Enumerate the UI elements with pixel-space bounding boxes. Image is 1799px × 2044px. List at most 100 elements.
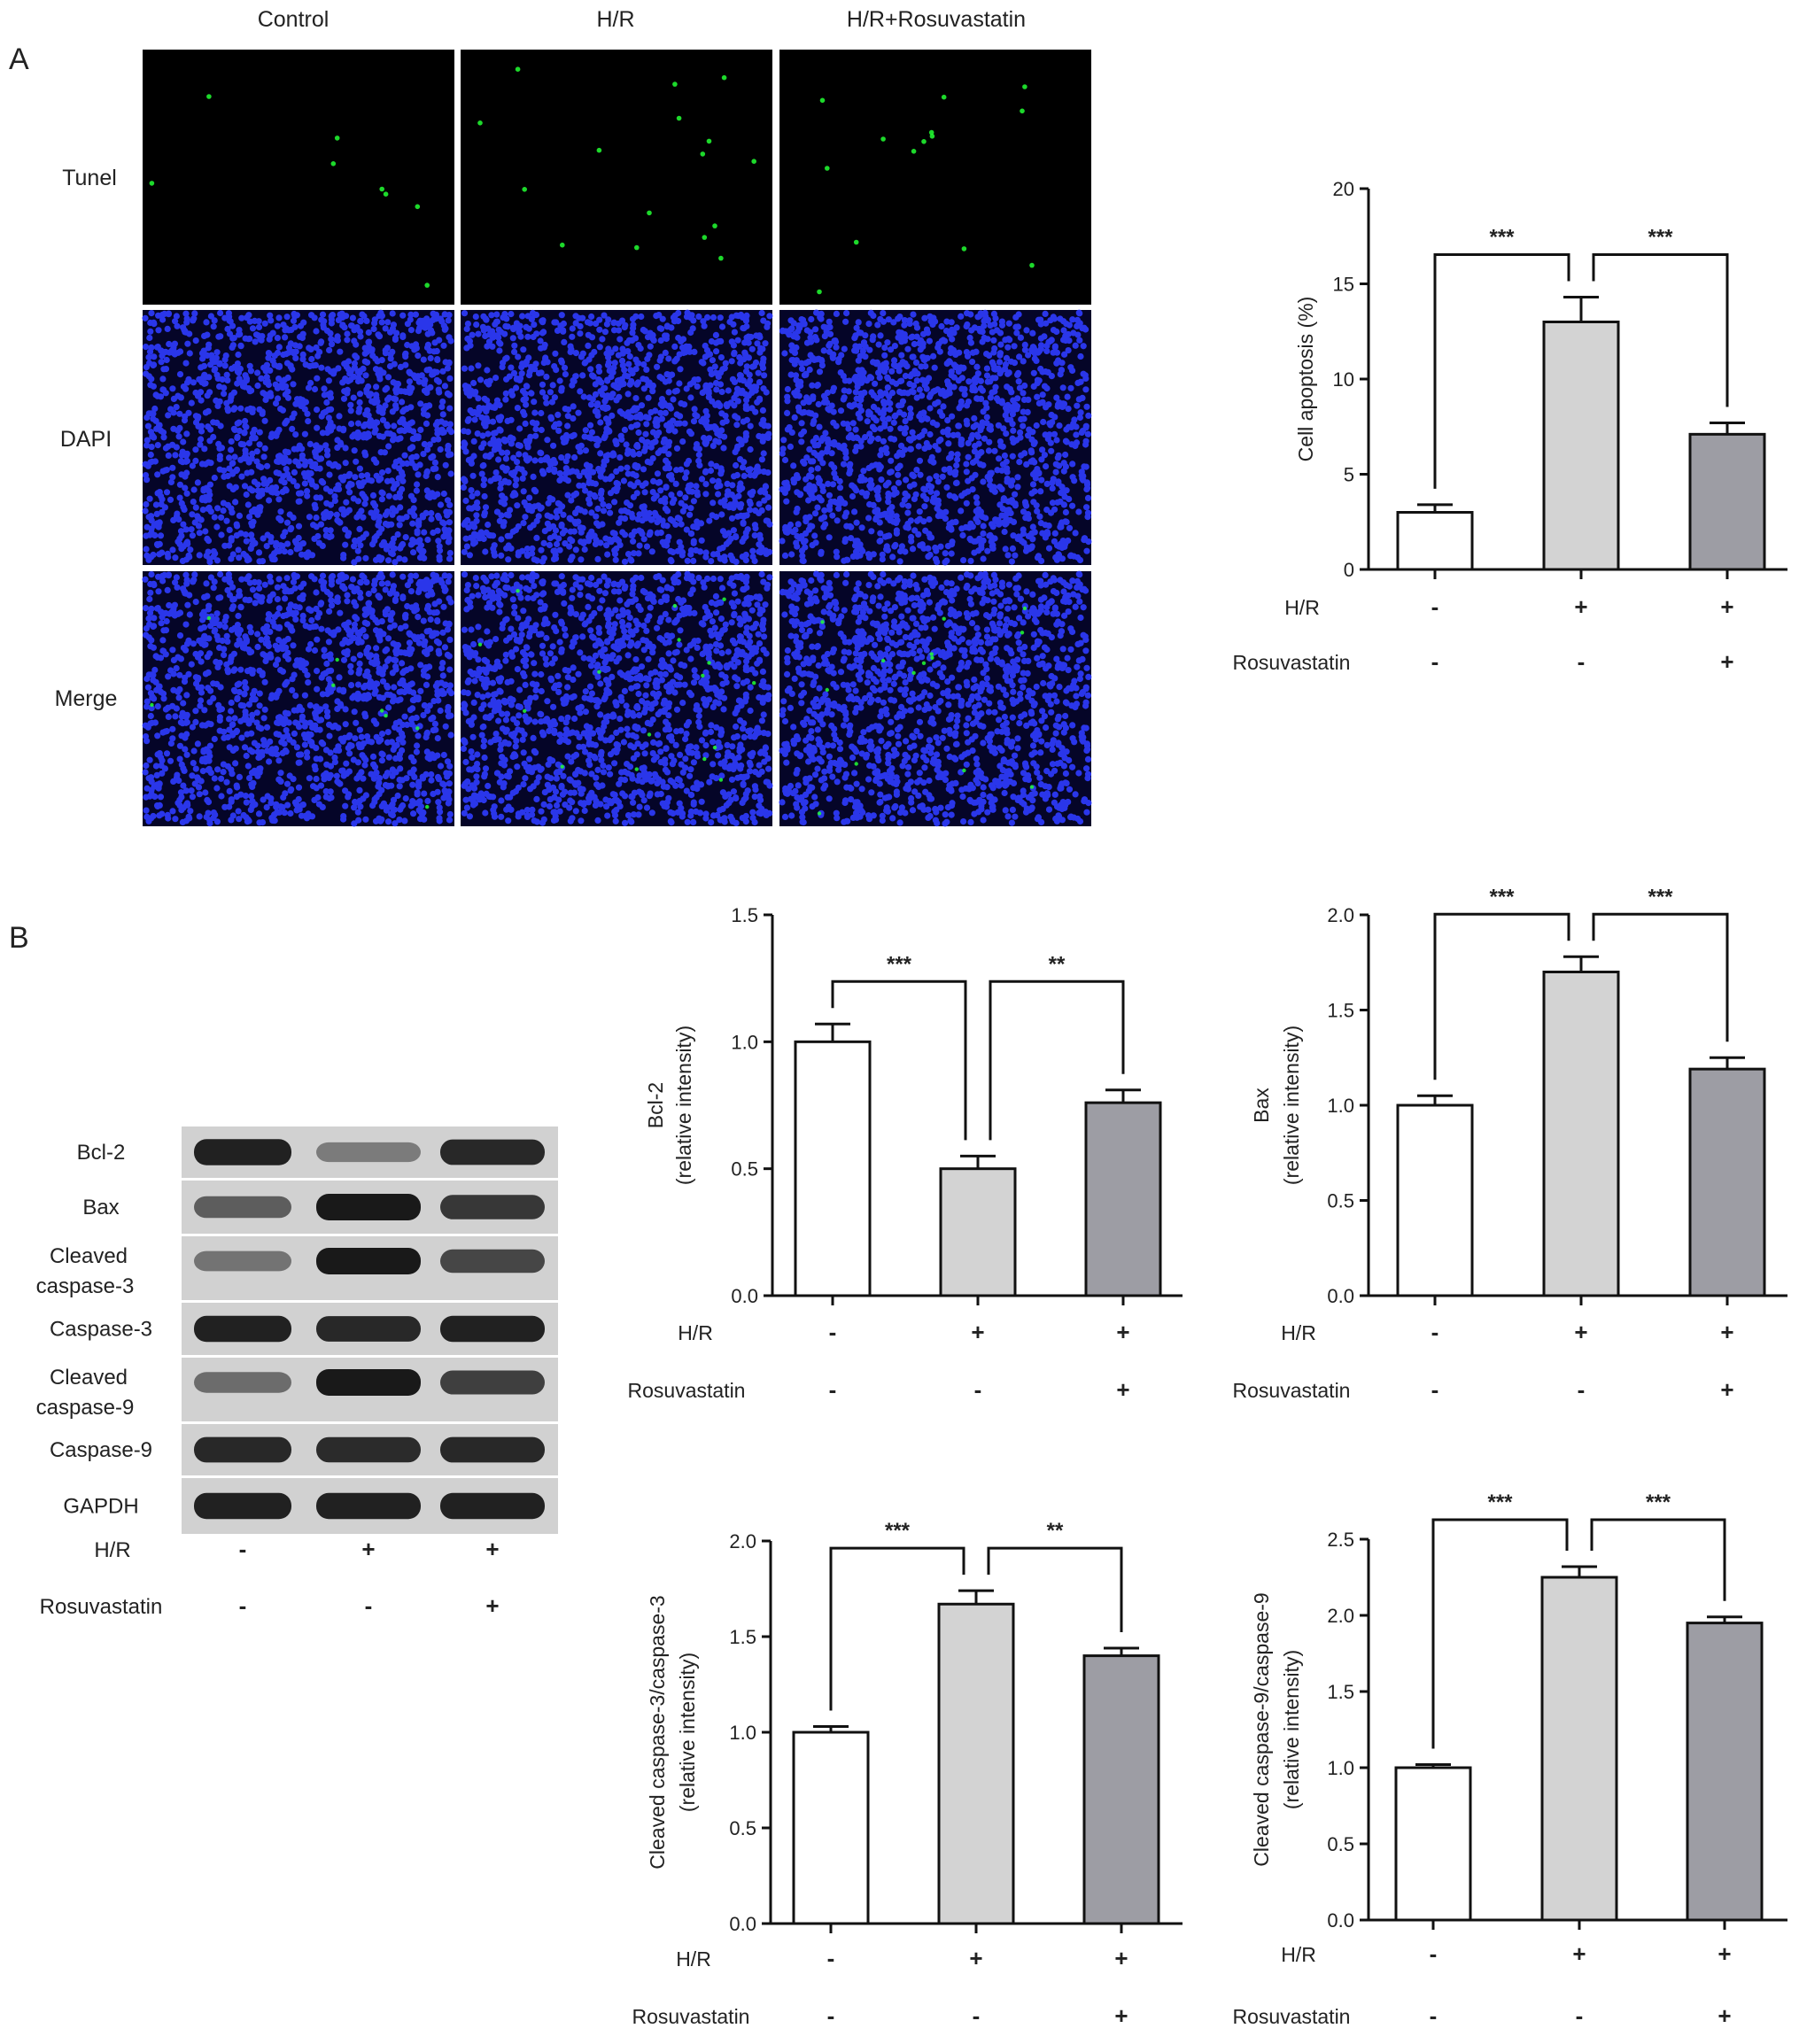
tunel-positive-cell bbox=[930, 655, 934, 660]
condition-sign: + bbox=[1720, 593, 1733, 620]
tunel-positive-cell bbox=[335, 657, 339, 662]
condition-sign: + bbox=[971, 1319, 984, 1345]
tunel-positive-cell bbox=[722, 597, 726, 601]
blot-strip bbox=[182, 1236, 558, 1300]
significance-label: *** bbox=[1489, 226, 1515, 250]
tunel-positive-cell bbox=[854, 762, 858, 766]
blot-label: GAPDH bbox=[63, 1495, 138, 1519]
y-tick-label: 0.0 bbox=[731, 1285, 758, 1307]
condition-sign: - bbox=[827, 1945, 835, 1971]
tunel-positive-cell bbox=[522, 187, 527, 192]
y-tick-label: 0.5 bbox=[729, 1817, 756, 1839]
tunel-positive-cell bbox=[718, 778, 724, 782]
tunel-positive-cell bbox=[1029, 785, 1035, 789]
y-tick-label: 0.5 bbox=[1327, 1833, 1354, 1855]
bar bbox=[1542, 321, 1620, 571]
tunel-positive-cell bbox=[700, 151, 706, 157]
chart-casp9: 0.0 0.5 1.0 1.5 2.0 2.5 Cleaved caspase-9/casp… bbox=[1233, 1490, 1787, 2029]
micrograph-merge-hr-rosuvastatin bbox=[779, 570, 1092, 827]
tunel-positive-cell bbox=[672, 603, 678, 608]
tunel-positive-cell bbox=[718, 255, 724, 261]
condition-label: Rosuvastatin bbox=[1233, 651, 1351, 674]
tunel-positive-cell bbox=[676, 115, 682, 121]
tunel-positive-cell bbox=[706, 138, 712, 144]
significance-bracket bbox=[831, 979, 967, 1141]
y-axis-label: (relative intensity) bbox=[1280, 1026, 1303, 1185]
tunel-positive-cell bbox=[149, 181, 155, 186]
condition-sign: - bbox=[1431, 593, 1439, 620]
bar bbox=[1396, 511, 1474, 571]
bar bbox=[937, 1602, 1015, 1925]
tunel-positive-cell bbox=[597, 670, 601, 674]
tunel-positive-cell bbox=[819, 97, 826, 104]
blot-label: Caspase-9 bbox=[50, 1438, 152, 1462]
blot-condition-label: H/R bbox=[94, 1538, 130, 1562]
tunel-positive-cell bbox=[677, 638, 681, 642]
tunel-positive-cell bbox=[379, 186, 385, 192]
condition-sign: + bbox=[1114, 2002, 1128, 2029]
tunel-positive-cell bbox=[712, 745, 717, 750]
chart-casp3: 0.0 0.5 1.0 1.5 2.0 Cleaved caspase-3/caspase… bbox=[632, 1519, 1183, 2029]
blot-band bbox=[194, 1196, 291, 1219]
tunel-positive-cell bbox=[962, 768, 966, 773]
micrograph-dapi-hr bbox=[460, 309, 773, 565]
condition-label: Rosuvastatin bbox=[1233, 1379, 1351, 1402]
y-tick-label: 2.0 bbox=[1327, 1605, 1354, 1627]
tunel-positive-cell bbox=[817, 289, 822, 295]
blot-band bbox=[194, 1315, 291, 1343]
blot-condition-sign: - bbox=[365, 1592, 373, 1619]
y-tick-label: 0.0 bbox=[729, 1913, 756, 1935]
significance-label: *** bbox=[885, 1519, 911, 1543]
y-axis-label: (relative intensity) bbox=[672, 1026, 695, 1185]
tunel-positive-cell bbox=[647, 210, 652, 216]
tunel-positive-cell bbox=[425, 804, 430, 809]
condition-label: H/R bbox=[1284, 596, 1320, 619]
tunel-positive-cell bbox=[331, 683, 336, 687]
bar bbox=[792, 1730, 870, 1925]
condition-sign: + bbox=[1572, 1940, 1586, 1967]
blot-band bbox=[194, 1436, 291, 1463]
tunel-positive-cell bbox=[1020, 631, 1025, 635]
blot-band bbox=[316, 1436, 421, 1463]
y-tick-label: 0.0 bbox=[1327, 1909, 1354, 1932]
condition-sign: + bbox=[1718, 2002, 1731, 2029]
blot-band bbox=[194, 1139, 291, 1165]
tunel-positive-cell bbox=[477, 642, 483, 646]
tunel-positive-cell bbox=[921, 661, 927, 665]
y-axis-label: (relative intensity) bbox=[676, 1653, 699, 1812]
tunel-positive-cell bbox=[634, 244, 640, 251]
blot-band bbox=[194, 1250, 291, 1272]
blot-condition-label: Rosuvastatin bbox=[40, 1595, 163, 1619]
condition-sign: + bbox=[1574, 593, 1587, 620]
significance-label: *** bbox=[1648, 226, 1673, 250]
tunel-positive-cell bbox=[1022, 606, 1027, 611]
significance-label: *** bbox=[1646, 1490, 1671, 1514]
tunel-positive-cell bbox=[415, 204, 421, 210]
tunel-positive-cell bbox=[330, 161, 337, 166]
tunel-positive-cell bbox=[523, 708, 527, 713]
tunel-positive-cell bbox=[1022, 84, 1027, 89]
bar bbox=[1394, 1766, 1472, 1922]
condition-sign: - bbox=[1576, 2002, 1584, 2029]
tunel-positive-cell bbox=[921, 139, 927, 144]
column-label-hr: H/R bbox=[596, 7, 634, 32]
bar bbox=[1396, 1103, 1474, 1297]
condition-label: H/R bbox=[678, 1321, 713, 1344]
blot-band bbox=[440, 1249, 545, 1274]
significance-label: *** bbox=[1648, 885, 1673, 909]
blot-band bbox=[440, 1315, 545, 1343]
condition-sign: - bbox=[974, 1376, 982, 1403]
blot-band bbox=[440, 1195, 545, 1219]
blot-band bbox=[440, 1436, 545, 1463]
condition-sign: + bbox=[1114, 1945, 1128, 1971]
condition-sign: - bbox=[1578, 1376, 1586, 1403]
micrograph-dapi-control bbox=[142, 309, 455, 566]
y-tick-label: 2.0 bbox=[1327, 904, 1354, 926]
row-label-tunel: Tunel bbox=[62, 166, 117, 190]
condition-sign: + bbox=[1720, 1319, 1733, 1345]
blot-band bbox=[316, 1492, 421, 1520]
blot-strip bbox=[182, 1478, 558, 1534]
blot-strip bbox=[182, 1127, 558, 1178]
y-tick-label: 1.0 bbox=[731, 1031, 758, 1053]
